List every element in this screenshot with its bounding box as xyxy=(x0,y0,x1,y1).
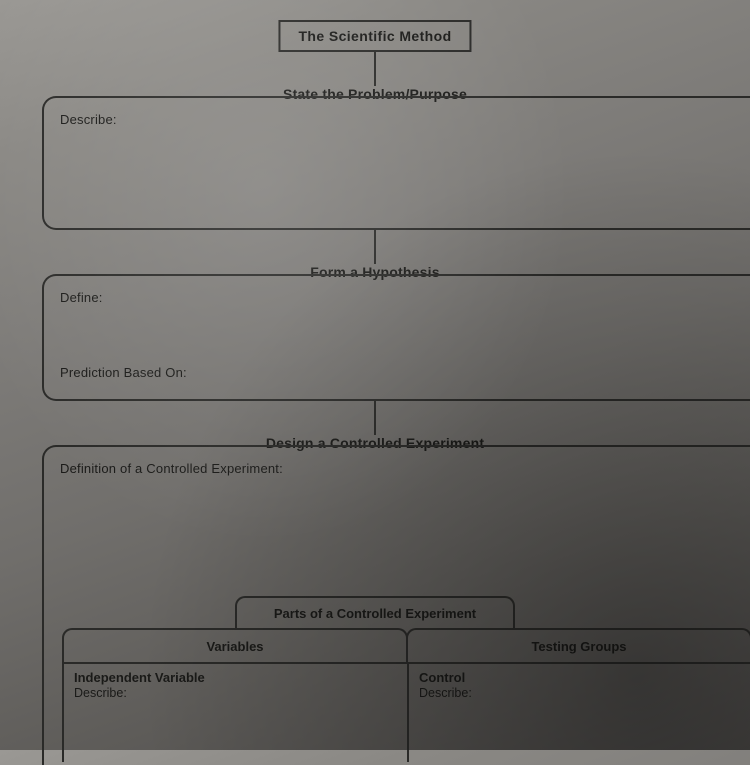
panel-hypothesis: Define: Prediction Based On: xyxy=(42,274,750,401)
connector-line xyxy=(374,401,376,435)
panel-problem: Describe: xyxy=(42,96,750,230)
columns-row: Variables Testing Groups xyxy=(62,628,750,664)
cell-control: Control Describe: xyxy=(409,664,750,762)
connector-line xyxy=(374,230,376,264)
label-prediction: Prediction Based On: xyxy=(60,365,736,380)
independent-variable-title: Independent Variable xyxy=(74,670,397,685)
control-title: Control xyxy=(419,670,742,685)
connector-line xyxy=(374,52,376,86)
worksheet-page: The Scientific Method State the Problem/… xyxy=(0,0,750,750)
control-describe: Describe: xyxy=(419,686,742,700)
parts-header: Parts of a Controlled Experiment xyxy=(274,606,476,621)
label-definition-controlled: Definition of a Controlled Experiment: xyxy=(60,461,736,476)
independent-variable-describe: Describe: xyxy=(74,686,397,700)
cell-independent-variable: Independent Variable Describe: xyxy=(62,664,409,762)
column-testing-groups: Testing Groups xyxy=(406,628,750,664)
main-title-box: The Scientific Method xyxy=(278,20,471,52)
label-define: Define: xyxy=(60,290,736,305)
parts-tab: Parts of a Controlled Experiment xyxy=(235,596,515,630)
label-describe: Describe: xyxy=(60,112,736,127)
variables-row: Independent Variable Describe: Control D… xyxy=(62,662,750,762)
main-title: The Scientific Method xyxy=(298,28,451,44)
column-variables: Variables xyxy=(62,628,408,664)
